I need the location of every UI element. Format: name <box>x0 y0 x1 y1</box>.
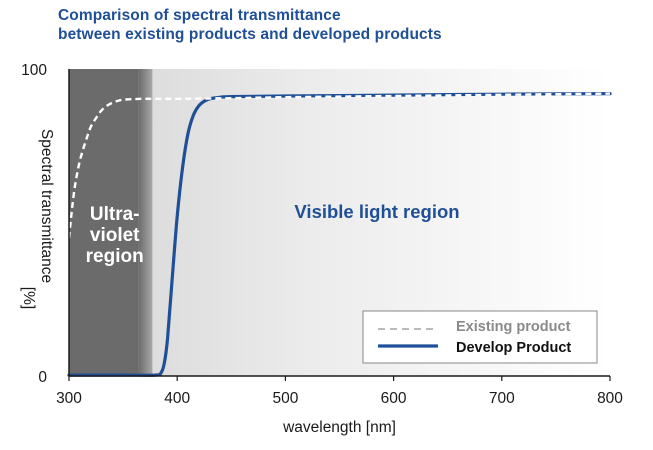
y-tick-label: 100 <box>21 62 47 79</box>
legend-existing-product-label: Existing product <box>456 319 571 335</box>
legend-develop-product-label: Develop Product <box>456 340 571 356</box>
x-tick-label: 400 <box>164 390 190 407</box>
ultraviolet-band-edge <box>138 69 153 376</box>
ultraviolet-region-band <box>69 69 139 376</box>
x-axis-label: wavelength [nm] <box>282 419 396 436</box>
chart-title: Comparison of spectral transmittance bet… <box>58 6 442 44</box>
y-tick-label: 0 <box>38 369 47 386</box>
y-axis-unit: [%] <box>20 287 37 309</box>
x-tick-label: 300 <box>56 390 82 407</box>
uv-region-label-2: violet <box>90 225 140 246</box>
y-axis-label: Spectral transmittance <box>38 129 55 283</box>
x-tick-label: 500 <box>272 390 298 407</box>
chart-title-line-2: between existing products and developed … <box>58 26 442 43</box>
legend-box <box>362 310 598 364</box>
x-tick-label: 700 <box>489 390 515 407</box>
uv-region-label-3: region <box>86 246 144 267</box>
x-tick-label: 600 <box>381 390 407 407</box>
chart-title-line-1: Comparison of spectral transmittance <box>58 7 341 24</box>
visible-region-label: Visible light region <box>294 201 459 222</box>
x-tick-label: 800 <box>597 390 623 407</box>
uv-region-label-1: Ultra- <box>90 204 140 225</box>
legend: Existing product Develop Product <box>362 310 598 364</box>
series-existing-product-line <box>67 92 611 238</box>
